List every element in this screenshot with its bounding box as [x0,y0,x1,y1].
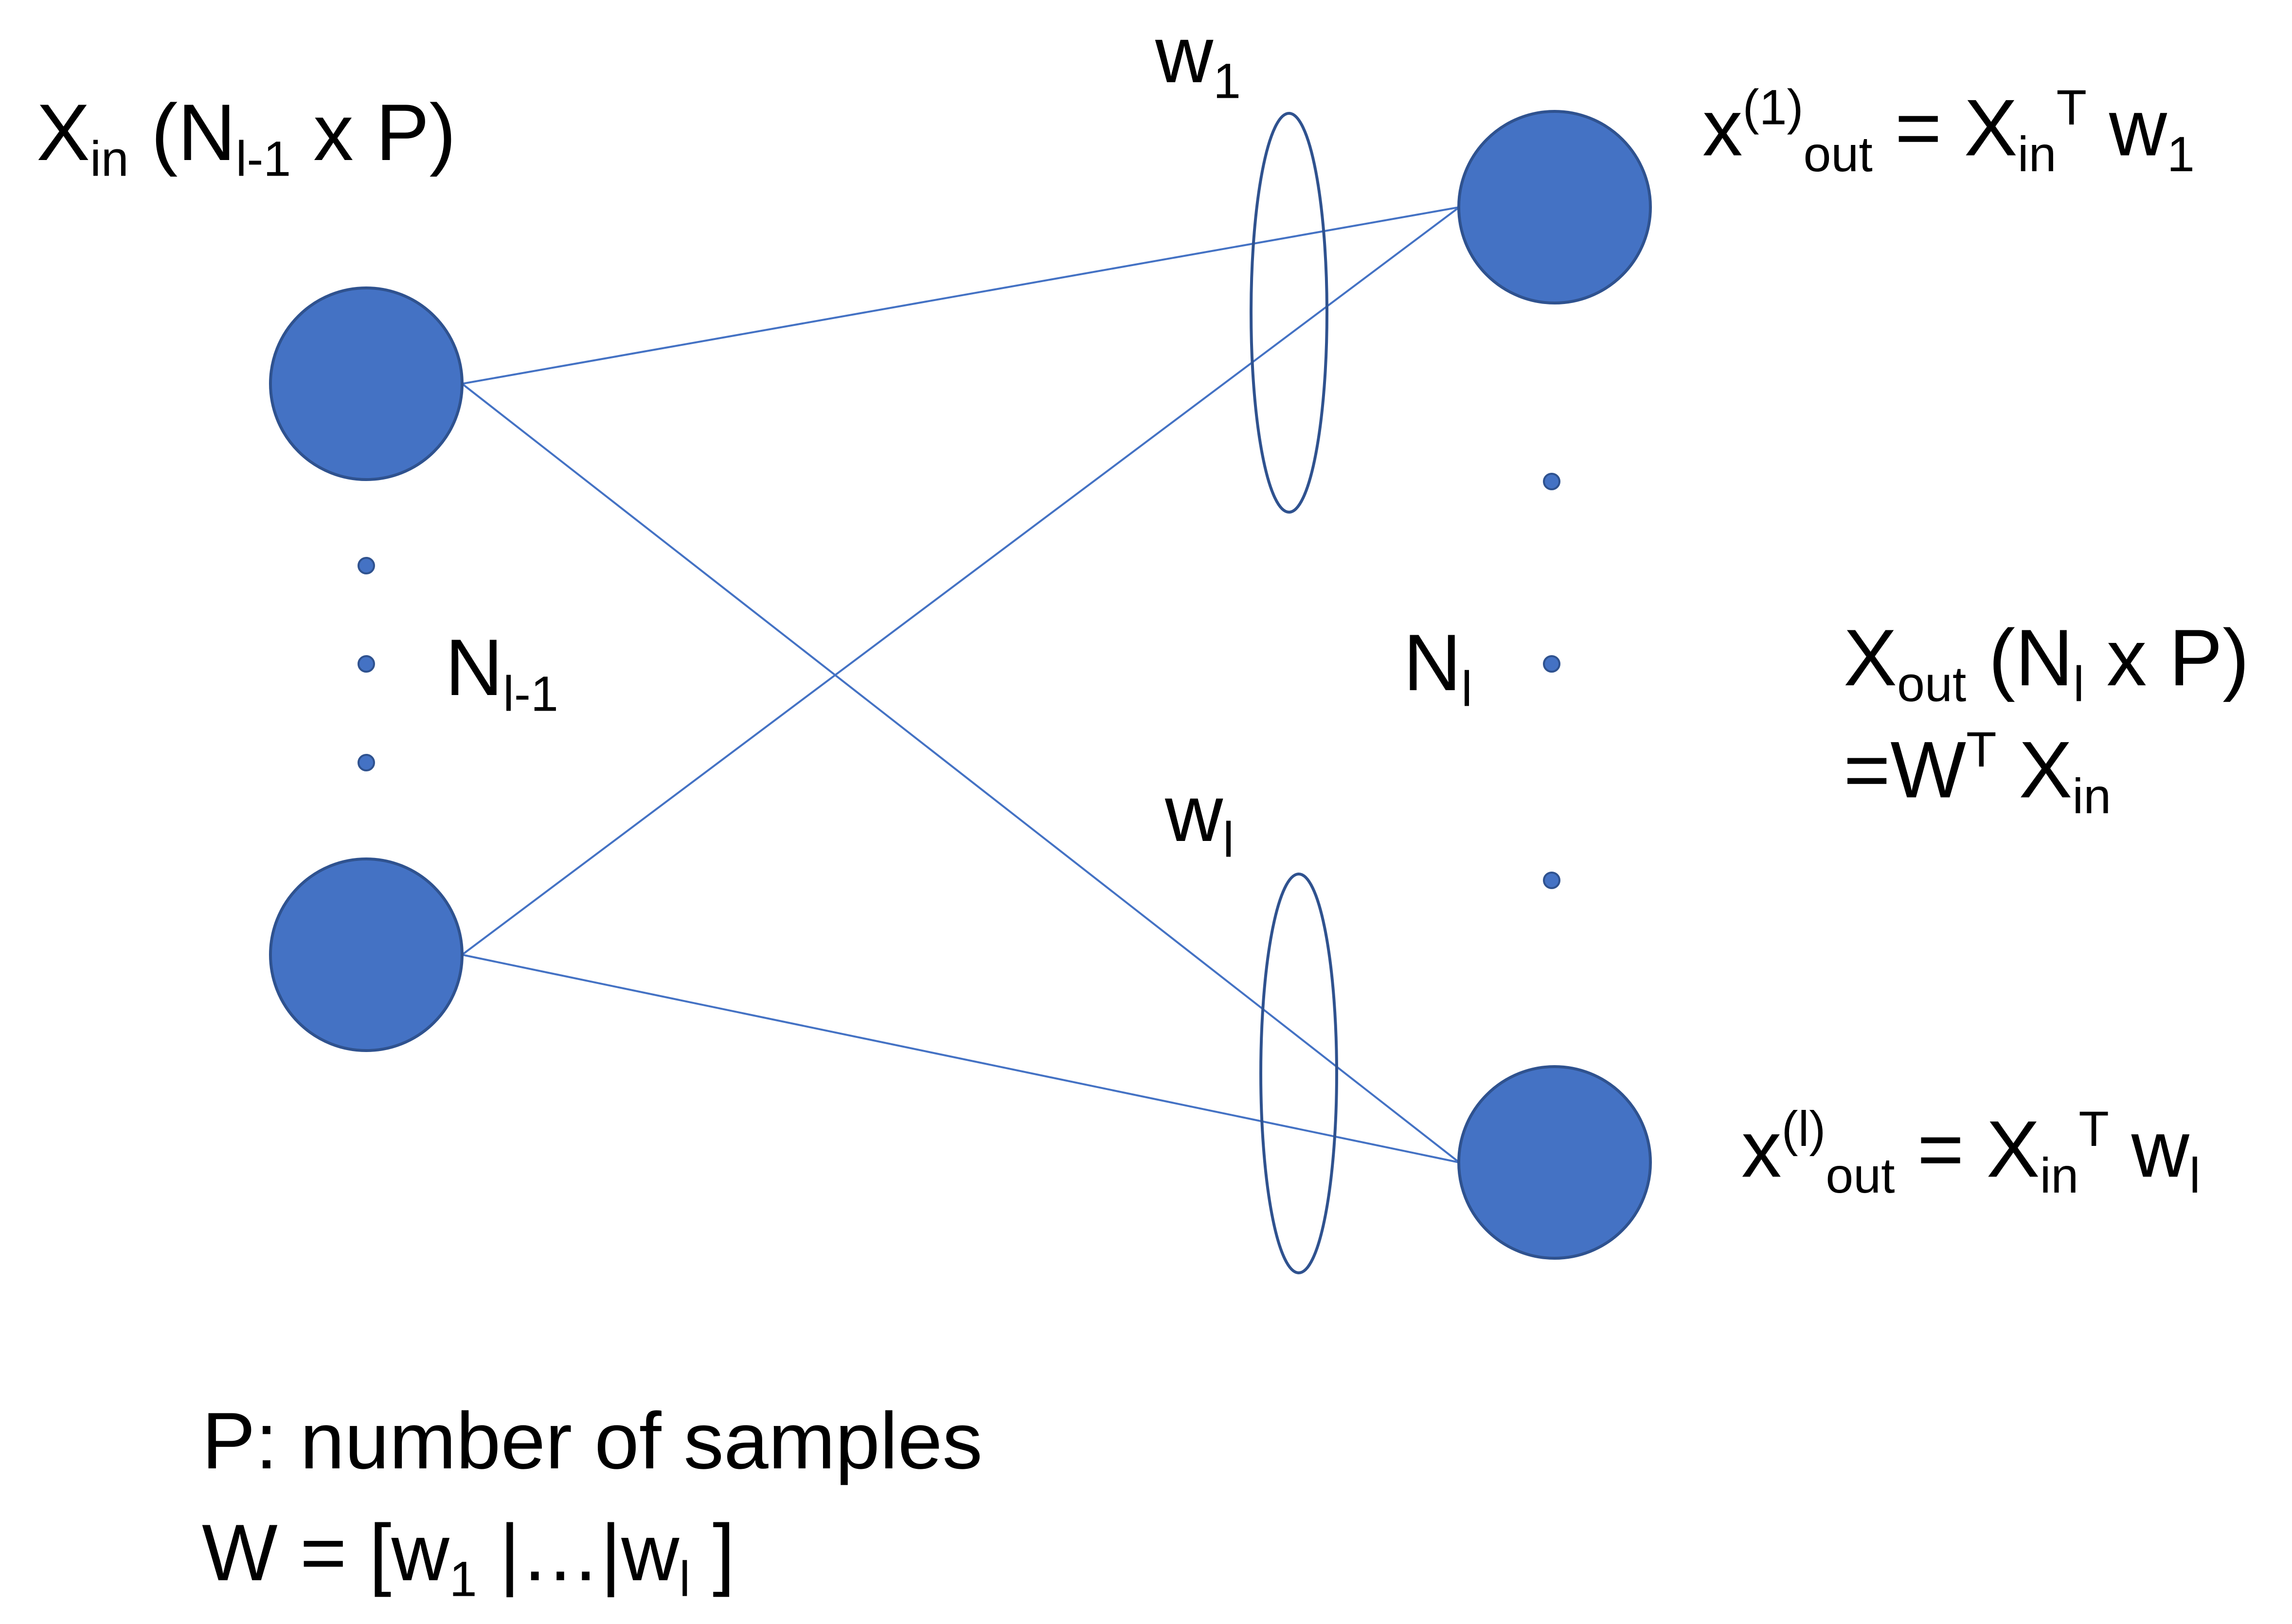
output-formula-w: =W [1844,725,1967,815]
output-layer-count: Nl [1403,623,1472,714]
output-ellipsis-dot [1543,655,1560,673]
output-matrix-formula: =WT Xin [1844,724,2112,824]
output-matrix-subscript: out [1897,656,1967,712]
output-matrix-dim-open: (N [1966,613,2074,702]
input-matrix-dim-open: (N [128,88,236,177]
weight-wl-label: wl [1165,773,1234,865]
footer-w-ellipsis: |…|w [477,1508,680,1597]
output-1-equals: = X [1872,83,2018,173]
input-matrix-dim-close: x P) [291,88,456,177]
output-count-subscript: l [1461,660,1472,717]
input-ellipsis-dot [358,754,375,771]
output-l-xin-subscript: in [2040,1147,2079,1204]
output-l-symbol: x [1741,1104,1782,1194]
input-ellipsis-dot [358,557,375,574]
footer-w-subscript-1: 1 [449,1551,477,1607]
input-matrix-symbol: X [36,88,90,177]
output-1-transpose: T [2056,79,2087,135]
weight-group-wl-ellipse [1259,873,1338,1274]
output-l-superscript: (l) [1781,1101,1826,1157]
input-ellipsis-dot [358,655,375,673]
output-node-bottom [1457,1065,1652,1260]
weight-w1-label: w1 [1155,15,1241,106]
output-ellipsis-dot [1543,872,1560,889]
footer-samples-note: P: number of samples [202,1396,983,1485]
edge-input1-output1 [462,206,1460,385]
output-matrix-dim-close: x P) [2084,613,2250,702]
output-matrix-symbol: X [1844,613,1898,702]
output-matrix-dim-subscript: l [2073,656,2084,712]
input-matrix-subscript: in [90,130,129,187]
footer-w-open: W = [w [202,1508,449,1597]
footer-weight-matrix-def: W = [w1 |…|wl ] [202,1513,735,1604]
output-formula-x-subscript: in [2072,768,2112,824]
footer-w-close: ] [690,1508,735,1597]
output-matrix-label: Xout (Nl x P) [1844,618,2249,709]
input-node-top [269,286,464,481]
output-1-weight: w [2086,83,2167,173]
edge-input2-output1 [461,206,1460,956]
output-count-symbol: N [1403,618,1462,707]
output-1-symbol: x [1702,83,1743,173]
output-ellipsis-dot [1543,473,1560,490]
output-1-subscript: out [1803,126,1873,182]
edge-input1-outputl [461,383,1460,1163]
output-l-weight: w [2109,1104,2189,1194]
output-1-weight-subscript: 1 [2167,126,2195,182]
input-matrix-dim-subscript: l-1 [235,130,291,187]
output-l-weight-subscript: l [2189,1147,2201,1204]
weight-group-w1-ellipse [1250,112,1328,514]
footer-w-subscript-l: l [679,1551,691,1607]
input-node-bottom [269,857,464,1052]
output-l-formula: x(l)out = XinT wl [1741,1104,2201,1200]
weight-w1-symbol: w [1155,10,1214,99]
input-layer-count: Nl-1 [445,627,558,719]
weight-wl-symbol: w [1165,768,1223,858]
output-formula-x: X [1996,725,2073,815]
input-count-subscript: l-1 [503,665,558,722]
weight-w1-subscript: 1 [1213,53,1241,109]
input-matrix-label: Xin (Nl-1 x P) [36,92,456,184]
output-node-top [1457,110,1652,304]
output-l-transpose: T [2078,1101,2109,1157]
output-formula-transpose: T [1966,721,1997,777]
output-1-superscript: (1) [1742,79,1804,135]
edge-input2-outputl [462,954,1460,1163]
output-1-xin-subscript: in [2017,126,2057,182]
weight-wl-subscript: l [1223,811,1234,868]
output-1-formula: x(1)out = XinT w1 [1702,82,2195,182]
output-l-subscript: out [1826,1147,1895,1204]
input-count-symbol: N [445,623,503,712]
output-l-equals: = X [1895,1104,2040,1194]
